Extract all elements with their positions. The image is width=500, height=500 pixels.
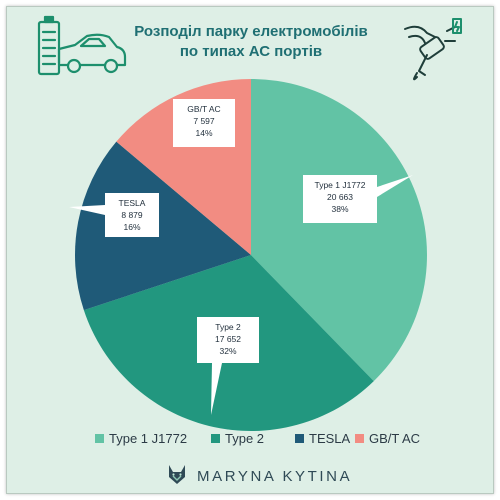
slice-value: 7 597 — [193, 116, 215, 126]
chart-title-line-1: Розподіл парку електромобілів — [134, 23, 367, 40]
legend-label: Type 1 J1772 — [109, 431, 187, 446]
legend-label: TESLA — [309, 431, 351, 446]
electric-car-battery-icon — [37, 15, 127, 76]
fox-head-icon — [169, 465, 185, 484]
slice-label: Type 1 J1772 — [314, 180, 365, 190]
chart-title-line-2: по типах АС портів — [180, 43, 322, 60]
callout-pointer — [377, 175, 413, 197]
ev-charging-plug-icon — [404, 18, 462, 81]
legend-label: GB/T AC — [369, 431, 420, 446]
pie-slices — [75, 79, 428, 431]
slice-value: 20 663 — [327, 192, 353, 202]
slice-callout: Type 1 J1772 20 663 38% — [303, 175, 413, 223]
chart-legend: Type 1 J1772 Type 2 TESLA GB/T AC — [95, 431, 420, 446]
pie-slice-tesla — [75, 141, 251, 311]
legend-label: Type 2 — [225, 431, 264, 446]
legend-swatch — [295, 434, 304, 443]
pie-slice-type-1-j1772 — [251, 79, 428, 382]
slice-percent: 16% — [123, 222, 140, 232]
slice-value: 17 652 — [215, 334, 241, 344]
pie-chart: Розподіл парку електромобілів по типах А… — [37, 15, 462, 485]
slice-percent: 32% — [219, 346, 236, 356]
callout-box — [303, 175, 377, 223]
slice-label: GB/T AC — [187, 104, 220, 114]
slice-percent: 38% — [331, 204, 348, 214]
slice-callout: TESLA 8 879 16% — [69, 193, 159, 237]
slice-callout: Type 2 17 652 32% — [197, 317, 259, 415]
slice-callout: GB/T AC 7 597 14% — [173, 99, 235, 147]
slice-label: Type 2 — [215, 322, 241, 332]
callout-pointer — [69, 205, 105, 215]
callout-box — [105, 193, 159, 237]
slice-callouts: Type 1 J1772 20 663 38% Type 2 17 652 32% TESL… — [69, 99, 413, 415]
callout-box — [197, 317, 259, 363]
slice-value: 8 879 — [121, 210, 143, 220]
legend-swatch — [211, 434, 220, 443]
callout-pointer — [211, 363, 222, 415]
brand-name: MARYNA KYTINA — [197, 468, 352, 485]
slice-label: TESLA — [119, 198, 146, 208]
slice-percent: 14% — [195, 128, 212, 138]
infographic-panel: Розподіл парку електромобілів по типах А… — [6, 6, 494, 494]
legend-swatch — [95, 434, 104, 443]
legend-swatch — [355, 434, 364, 443]
callout-box — [173, 99, 235, 147]
